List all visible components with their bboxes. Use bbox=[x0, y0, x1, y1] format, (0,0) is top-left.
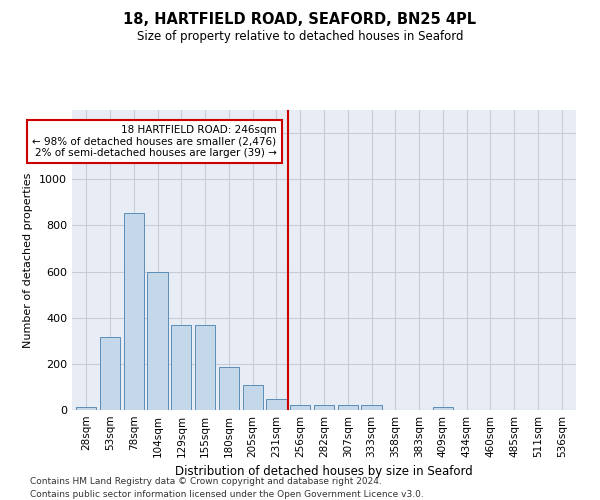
Y-axis label: Number of detached properties: Number of detached properties bbox=[23, 172, 34, 348]
Bar bbox=[76, 406, 97, 410]
Text: Contains HM Land Registry data © Crown copyright and database right 2024.: Contains HM Land Registry data © Crown c… bbox=[30, 478, 382, 486]
Bar bbox=[171, 324, 191, 410]
Bar bbox=[266, 399, 287, 410]
Bar bbox=[195, 324, 215, 410]
Bar bbox=[314, 406, 334, 410]
Text: Contains public sector information licensed under the Open Government Licence v3: Contains public sector information licen… bbox=[30, 490, 424, 499]
Text: 18, HARTFIELD ROAD, SEAFORD, BN25 4PL: 18, HARTFIELD ROAD, SEAFORD, BN25 4PL bbox=[124, 12, 476, 28]
Bar bbox=[433, 407, 453, 410]
Bar bbox=[100, 336, 120, 410]
Bar bbox=[124, 212, 144, 410]
X-axis label: Distribution of detached houses by size in Seaford: Distribution of detached houses by size … bbox=[175, 466, 473, 478]
Bar bbox=[148, 272, 167, 410]
Bar bbox=[361, 406, 382, 410]
Bar bbox=[338, 406, 358, 410]
Bar bbox=[290, 406, 310, 410]
Text: Size of property relative to detached houses in Seaford: Size of property relative to detached ho… bbox=[137, 30, 463, 43]
Bar bbox=[219, 368, 239, 410]
Text: 18 HARTFIELD ROAD: 246sqm
← 98% of detached houses are smaller (2,476)
2% of sem: 18 HARTFIELD ROAD: 246sqm ← 98% of detac… bbox=[32, 125, 277, 158]
Bar bbox=[242, 385, 263, 410]
